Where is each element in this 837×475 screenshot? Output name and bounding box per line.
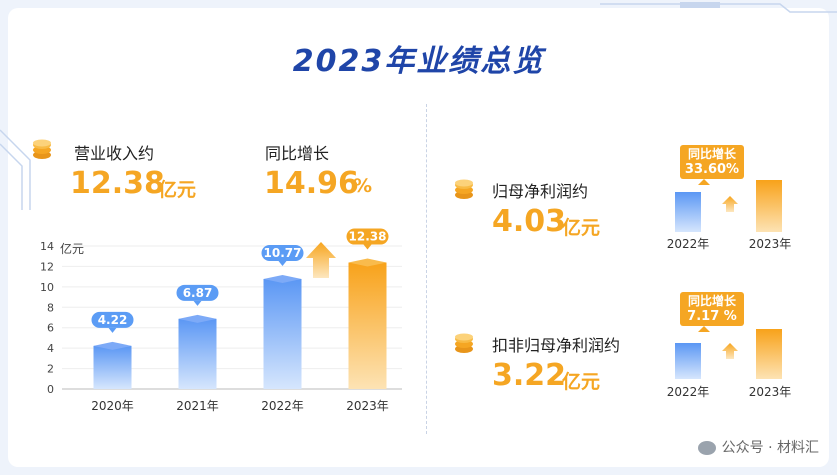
deducted-profit-value: 3.22 xyxy=(492,358,567,393)
bar-top xyxy=(178,314,217,323)
net-profit-growth-value: 33.60% xyxy=(684,162,740,177)
bar-top xyxy=(348,258,387,267)
watermark-text: 公众号 · 材料汇 xyxy=(721,440,819,456)
value-label-pointer xyxy=(193,300,202,306)
value-label-pill xyxy=(261,244,304,261)
bar xyxy=(93,345,132,389)
bar xyxy=(178,318,217,389)
bar-value-label: 4.22 xyxy=(98,313,128,327)
net-profit-unit: 亿元 xyxy=(562,217,601,239)
y-tick-label: 4 xyxy=(47,342,54,355)
deducted-profit-growth-label: 同比增长 xyxy=(687,294,736,308)
deducted-profit-mini-chart xyxy=(675,326,782,379)
net-profit-mini-chart xyxy=(675,179,782,232)
x-tick-label: 2022年 xyxy=(261,399,304,413)
deducted-profit-growth-value: 7.17 % xyxy=(687,309,737,324)
value-label-pill xyxy=(176,284,219,301)
x-tick-label: 2021年 xyxy=(176,399,219,413)
coin-stack-icon xyxy=(455,179,473,199)
net-profit-year-2022: 2022年 xyxy=(666,237,710,251)
yoy-value: 14.96 xyxy=(264,166,359,201)
y-tick-label: 2 xyxy=(47,363,54,376)
deducted-profit-growth-callout: 同比增长 7.17 % xyxy=(680,292,744,326)
page-title: 2023年业绩总览 xyxy=(292,44,545,79)
wechat-icon xyxy=(697,441,716,455)
coin-stack-icon xyxy=(33,139,51,159)
y-tick-label: 8 xyxy=(47,301,54,314)
yoy-label: 同比增长 xyxy=(265,144,330,163)
deducted-profit-year-2022: 2022年 xyxy=(666,385,710,399)
y-axis-unit: 亿元 xyxy=(60,242,85,256)
y-tick-label: 14 xyxy=(40,240,54,253)
net-profit-label: 归母净利润约 xyxy=(492,182,589,201)
net-profit-value: 4.03 xyxy=(492,204,567,239)
bar-value-label: 6.87 xyxy=(183,286,213,300)
deducted-profit-unit: 亿元 xyxy=(562,371,601,393)
coin-stack-icon xyxy=(455,333,473,353)
y-tick-label: 10 xyxy=(40,281,54,294)
section-divider xyxy=(426,104,427,434)
overview-card xyxy=(8,8,829,467)
y-tick-label: 6 xyxy=(47,322,54,335)
bar-top xyxy=(263,274,302,283)
deducted-profit-label: 扣非归母净利润约 xyxy=(492,336,621,355)
revenue-label: 营业收入约 xyxy=(74,144,155,163)
value-label-pill xyxy=(346,228,389,245)
net-profit-growth-callout: 同比增长 33.60% xyxy=(680,145,744,179)
yoy-unit: % xyxy=(353,175,373,197)
deducted-profit-year-2023: 2023年 xyxy=(748,385,792,399)
value-label-pointer xyxy=(278,260,287,266)
growth-arrow-icon xyxy=(306,242,336,278)
value-label-pill xyxy=(91,311,134,328)
y-tick-label: 0 xyxy=(47,383,54,396)
corner-decoration-right xyxy=(600,2,837,13)
value-label-pointer xyxy=(108,327,117,333)
revenue-value: 12.38 xyxy=(70,166,165,201)
bar-value-label: 12.38 xyxy=(349,230,387,244)
bar xyxy=(348,262,387,389)
x-tick-label: 2020年 xyxy=(91,399,134,413)
value-label-pointer xyxy=(363,244,372,250)
net-profit-year-2023: 2023年 xyxy=(748,237,792,251)
bar-value-label: 10.77 xyxy=(264,246,302,260)
net-profit-growth-label: 同比增长 xyxy=(687,147,736,161)
bar xyxy=(263,278,302,389)
y-tick-label: 12 xyxy=(40,260,54,273)
x-tick-label: 2023年 xyxy=(346,399,389,413)
watermark: 公众号 · 材料汇 xyxy=(697,437,819,457)
bar-top xyxy=(93,341,132,350)
corner-decoration-left xyxy=(0,129,31,210)
revenue-unit: 亿元 xyxy=(158,179,197,201)
